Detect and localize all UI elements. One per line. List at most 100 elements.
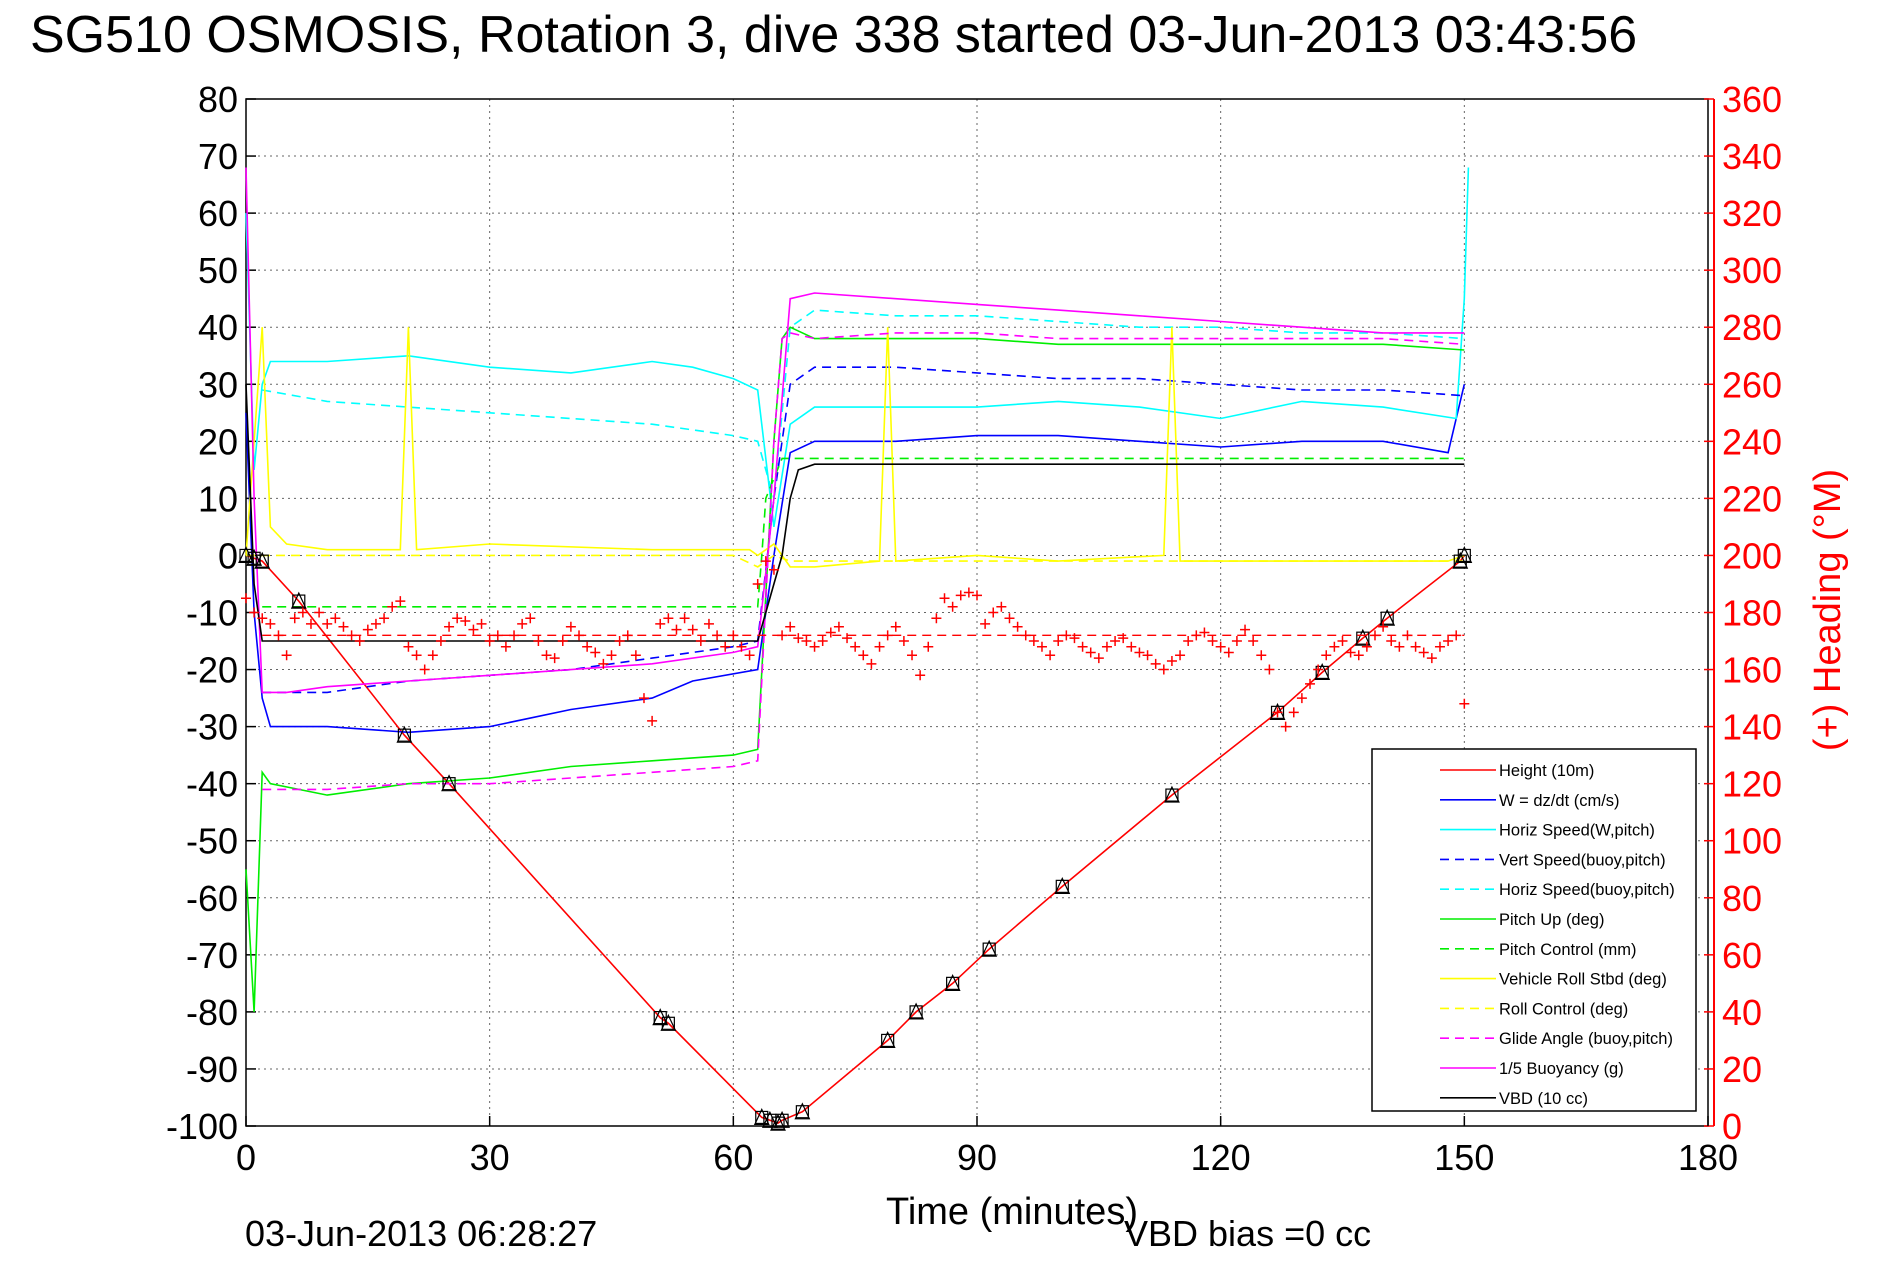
heading-point [955, 590, 966, 601]
y-right-tick-label: 0 [1722, 1106, 1742, 1147]
heading-point [338, 621, 349, 632]
height-marker [1163, 785, 1180, 803]
y-right-tick-label: 160 [1722, 650, 1782, 691]
height-marker-box [442, 777, 456, 791]
heading-point [1012, 621, 1023, 632]
height-marker [246, 548, 263, 566]
series-line-1-5-buoyancy-g [245, 167, 1465, 694]
height-marker-box [1457, 548, 1471, 563]
heading-point [638, 693, 649, 704]
height-marker-box [775, 1113, 789, 1127]
heading-point [1451, 630, 1462, 641]
y-right-tick-label: 260 [1722, 364, 1782, 405]
heading-point [1158, 664, 1169, 675]
legend-label-horiz-speed-buoy-pitch: Horiz Speed(buoy,pitch) [1499, 881, 1675, 899]
height-marker [396, 725, 413, 743]
heading-point [1402, 630, 1413, 641]
heading-point [923, 641, 934, 652]
heading-point [492, 630, 503, 641]
height-marker [770, 1113, 786, 1131]
heading-point [963, 587, 974, 598]
heading-point [427, 650, 438, 661]
heading-point [907, 650, 918, 661]
heading-point [1272, 707, 1283, 718]
legend-label-1-5-buoyancy-g: 1/5 Buoyancy (g) [1499, 1060, 1624, 1078]
y-tick-label: 10 [198, 478, 238, 519]
heading-layer [241, 556, 1470, 732]
y-right-tick-label: 100 [1722, 821, 1782, 862]
height-marker-box [661, 1016, 675, 1030]
heading-point [346, 630, 357, 641]
heading-point [1386, 636, 1397, 647]
heading-point [1215, 641, 1226, 652]
height-marker [1452, 551, 1469, 569]
heading-point [793, 633, 804, 644]
x-tick-label: 150 [1434, 1137, 1494, 1178]
height-marker [238, 546, 254, 564]
legend-label-w-dz-dt-cm-s: W = dz/dt (cm/s) [1499, 792, 1620, 810]
y-tick-label: -50 [186, 821, 238, 862]
heading-point [1183, 636, 1194, 647]
height-marker-box [795, 1105, 809, 1119]
height-marker-box [292, 594, 306, 608]
heading-point [1077, 641, 1088, 652]
heading-point [939, 593, 950, 604]
heading-point [614, 636, 625, 647]
heading-point [1313, 664, 1324, 675]
heading-point [606, 650, 617, 661]
y-tick-label: 40 [198, 307, 238, 348]
y-right-tick-label: 40 [1722, 992, 1762, 1033]
y-tick-label: 60 [198, 193, 238, 234]
height-marker [1379, 608, 1396, 626]
heading-point [785, 621, 796, 632]
y-tick-label: -60 [186, 878, 238, 919]
heading-point [622, 630, 633, 641]
height-marker-box [1315, 665, 1329, 680]
heading-point [565, 621, 576, 632]
series-layer [238, 167, 1473, 1131]
heading-point [1134, 647, 1145, 658]
y-tick-label: -90 [186, 1049, 238, 1090]
heading-point [630, 650, 641, 661]
heading-point [1004, 613, 1015, 624]
heading-point [273, 630, 284, 641]
series-line-pitch-control-mm [262, 457, 1465, 608]
legend-entries: Height (10m) W = dz/dt (cm/s) Horiz Speed(… [1440, 762, 1675, 1108]
legend-label-vehicle-roll-stbd-deg: Vehicle Roll Stbd (deg) [1499, 971, 1667, 989]
heading-point [833, 621, 844, 632]
heading-point [947, 601, 958, 612]
legend-label-pitch-control-mm: Pitch Control (mm) [1499, 941, 1637, 959]
x-tick-label: 0 [236, 1137, 256, 1178]
heading-point [297, 607, 308, 618]
heading-point [241, 593, 251, 604]
y-tick-label: -10 [186, 593, 238, 634]
legend-label-glide-angle-buoy-pitch: Glide Angle (buoy,pitch) [1499, 1030, 1673, 1048]
heading-point [557, 636, 568, 647]
heading-point [1321, 650, 1332, 661]
series-line-horiz-speed-w-pitch [245, 167, 1470, 528]
heading-point [574, 630, 585, 641]
x-tick-label: 180 [1678, 1137, 1738, 1178]
height-marker-box [1270, 705, 1285, 719]
heading-point [476, 618, 487, 629]
heading-point [1231, 636, 1242, 647]
height-marker-box [255, 554, 269, 568]
heading-point [980, 618, 991, 629]
heading-point [972, 590, 982, 601]
heading-point [752, 578, 763, 589]
heading-point [395, 596, 406, 607]
heading-point [842, 633, 853, 644]
heading-point [736, 641, 747, 652]
heading-point [435, 636, 446, 647]
height-marker [944, 973, 961, 991]
heading-point [598, 658, 609, 669]
chart-title: SG510 OSMOSIS, Rotation 3, dive 338 star… [30, 6, 1637, 64]
heading-point [281, 650, 292, 661]
heading-point [387, 601, 398, 612]
heading-point [703, 618, 714, 629]
legend-label-pitch-up-deg: Pitch Up (deg) [1499, 911, 1604, 929]
heading-point [671, 624, 682, 635]
heading-point [1378, 621, 1389, 632]
heading-point [1240, 624, 1251, 635]
heading-point [419, 664, 430, 675]
